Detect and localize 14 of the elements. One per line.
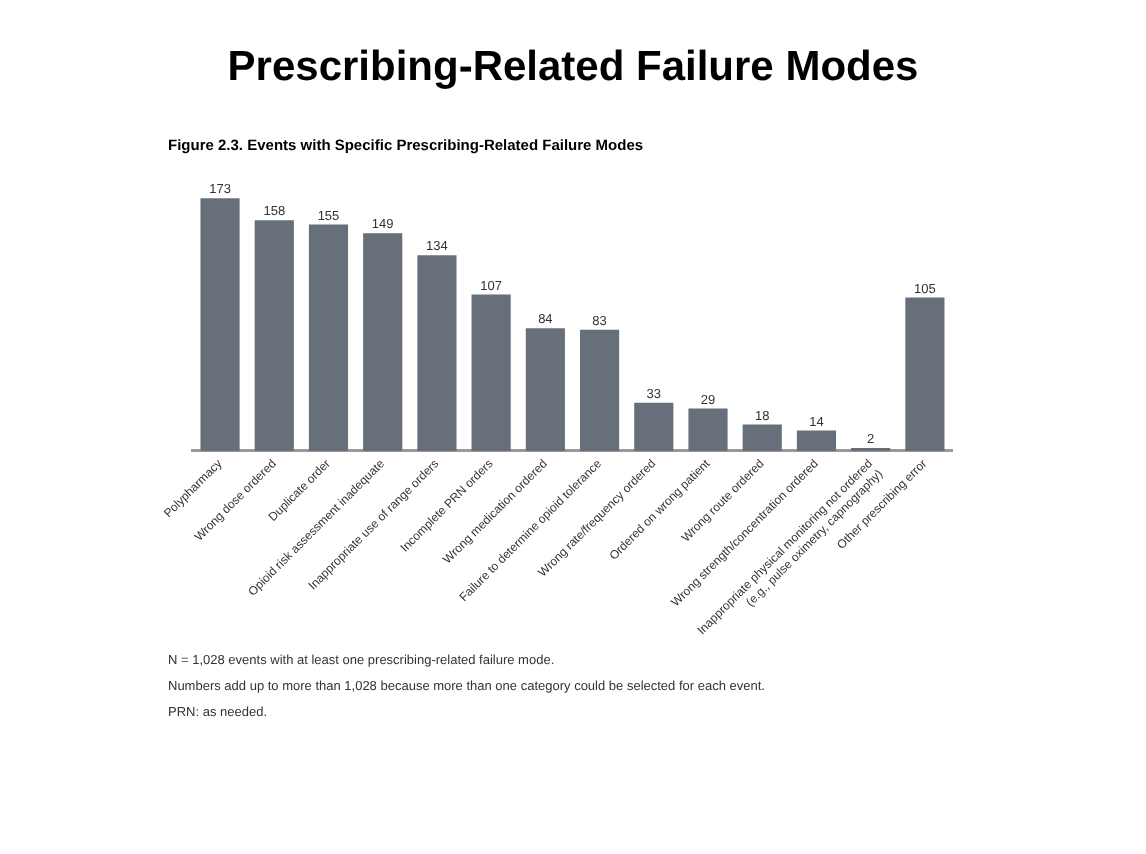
bar bbox=[742, 424, 782, 451]
bar bbox=[254, 220, 294, 451]
bar bbox=[525, 328, 565, 451]
bar bbox=[417, 255, 457, 451]
bar bbox=[688, 408, 728, 451]
bar bbox=[471, 294, 511, 451]
bar bbox=[905, 297, 945, 451]
bar bbox=[634, 402, 674, 451]
bar bbox=[796, 430, 837, 451]
chart-title: Prescribing-Related Failure Modes bbox=[225, 44, 921, 92]
bar bbox=[308, 224, 349, 451]
bar bbox=[363, 233, 403, 451]
bar bbox=[200, 198, 240, 451]
bar bbox=[579, 329, 620, 451]
